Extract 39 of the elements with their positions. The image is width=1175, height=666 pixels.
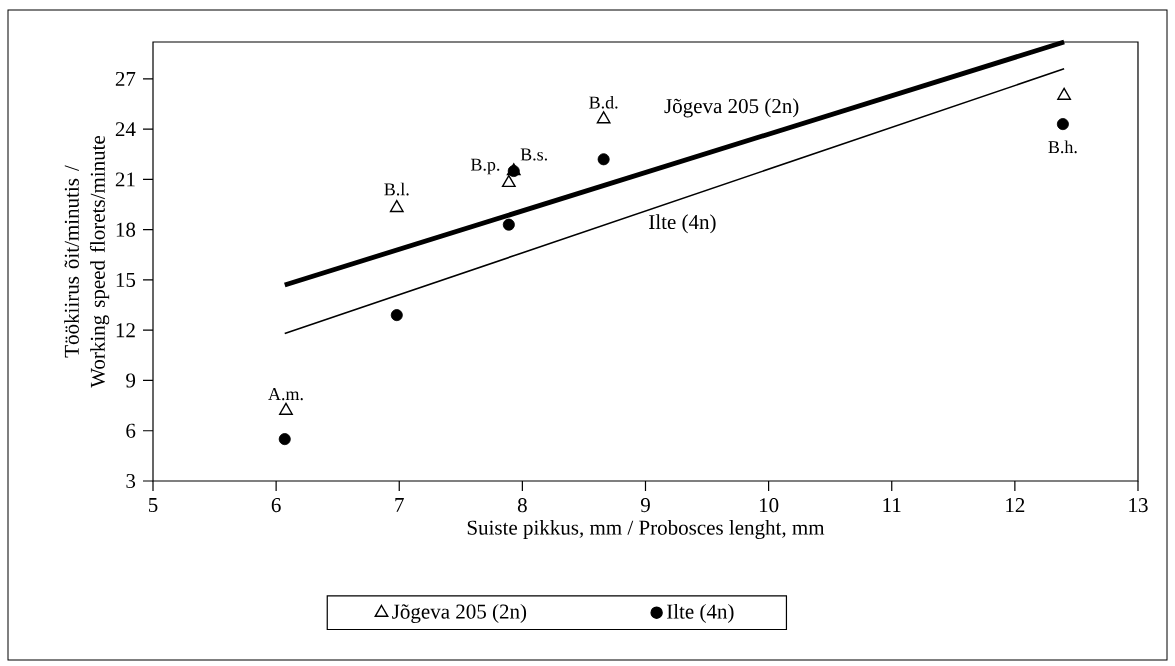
- point: [278, 433, 291, 446]
- x-tick-label: 5: [148, 498, 158, 513]
- x-tick-label: 8: [517, 498, 527, 513]
- point: [390, 309, 403, 322]
- point: [597, 153, 610, 166]
- x-tick-label: 7: [395, 498, 404, 512]
- annotation: B.l.: [384, 182, 409, 196]
- x-tick-label: 13: [1129, 498, 1148, 513]
- x-tick-label: 9: [640, 498, 650, 513]
- y-tick-label: 15: [116, 272, 136, 287]
- point: [502, 218, 515, 231]
- y-tick-label: 12: [116, 323, 135, 338]
- annotation: A.m.: [268, 388, 303, 401]
- point: [1056, 118, 1069, 131]
- x-tick-label: 6: [271, 498, 281, 513]
- x-axis-title: Suiste pikkus, mm / Probosces lenght, mm: [467, 519, 825, 540]
- y-tick-label: 27: [115, 71, 136, 86]
- y-tick-label: 18: [116, 222, 136, 237]
- y-axis-title: Töökiirus õit/minutis / Working speed florets/minute: [64, 135, 110, 388]
- point: [596, 111, 611, 124]
- legend-label: Ilte (4n): [666, 603, 734, 623]
- legend-label: Jõgeva 205 (2n): [392, 603, 527, 623]
- annotation: B.h.: [1048, 140, 1077, 154]
- annotation: Jõgeva 205 (2n): [664, 98, 799, 118]
- annotation: B.p.: [470, 158, 500, 175]
- y-tick-label: 9: [126, 373, 136, 388]
- annotation: B.d.: [589, 95, 618, 109]
- x-tick-label: 11: [883, 498, 901, 512]
- point: [501, 174, 516, 188]
- y-tick-label: 3: [126, 473, 136, 489]
- y-tick-label: 6: [126, 423, 136, 438]
- x-tick-label: 12: [1006, 498, 1025, 512]
- x-tick-label: 10: [759, 498, 779, 513]
- annotation: Ilte (4n): [649, 214, 716, 234]
- y-tick-label: 21: [115, 172, 135, 187]
- y-tick-label: 24: [115, 122, 136, 137]
- point: [389, 199, 404, 213]
- point: [1057, 87, 1072, 100]
- annotation: B.s.: [520, 148, 547, 161]
